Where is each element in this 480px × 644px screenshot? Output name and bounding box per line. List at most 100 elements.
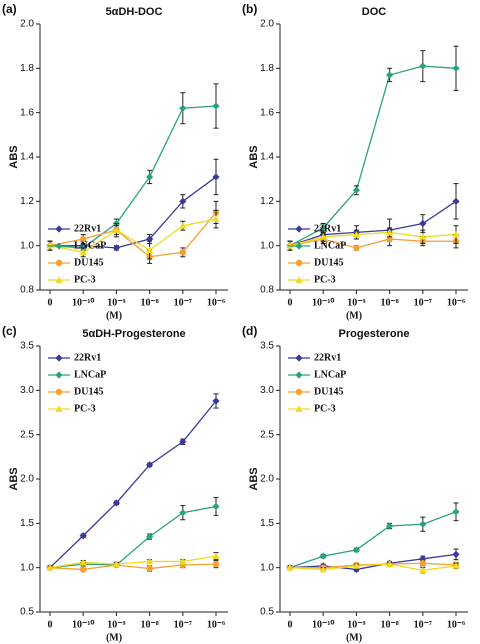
legend-label: LNCaP [314, 240, 346, 251]
x-tick-label: 10⁻⁸ [140, 297, 158, 308]
y-tick-label: 1.4 [20, 152, 34, 163]
series-line [289, 553, 457, 571]
marker [452, 562, 460, 569]
marker [55, 276, 63, 283]
series-line [49, 563, 217, 571]
marker [452, 64, 460, 72]
x-axis-label: (M) [346, 310, 362, 321]
y-tick-label: 1.0 [20, 562, 34, 573]
marker [55, 242, 63, 250]
y-tick-label: 1.8 [20, 63, 34, 74]
marker [386, 235, 393, 243]
marker [179, 222, 187, 229]
y-tick-label: 3.0 [20, 385, 34, 396]
marker [295, 276, 303, 283]
legend-label: PC-3 [74, 403, 96, 414]
marker [79, 248, 87, 256]
x-tick-label: 10⁻⁶ [207, 619, 225, 630]
marker [352, 230, 360, 238]
y-tick-label: 1.0 [260, 240, 274, 251]
chart-title: 5αDH-Progesterone [82, 328, 185, 340]
legend-label: LNCaP [74, 240, 106, 251]
marker [146, 173, 154, 181]
y-tick-label: 1.5 [260, 518, 274, 529]
marker [452, 508, 460, 516]
series-line [49, 400, 217, 569]
y-tick-label: 1.6 [260, 107, 274, 118]
chart-title: DOC [362, 6, 387, 18]
marker [112, 226, 120, 234]
y-axis-label: ABS [248, 145, 260, 168]
marker [319, 233, 327, 240]
marker [46, 564, 54, 571]
marker [146, 557, 154, 565]
marker [419, 566, 427, 574]
marker [386, 560, 394, 567]
marker [419, 560, 426, 567]
x-tick-label: 10⁻¹⁰ [312, 619, 334, 630]
marker [46, 242, 54, 249]
series-line [49, 105, 217, 249]
marker [319, 565, 327, 573]
x-tick-label: 0 [288, 619, 293, 630]
marker [80, 566, 87, 573]
series-line [289, 65, 457, 247]
marker [179, 249, 186, 256]
marker [112, 244, 120, 252]
marker [319, 552, 327, 560]
marker [55, 371, 63, 379]
series-line [289, 231, 457, 247]
legend-label: DU145 [314, 386, 343, 397]
legend-label: DU145 [74, 257, 103, 268]
marker [212, 560, 220, 568]
marker [212, 502, 220, 511]
marker [419, 520, 427, 528]
x-tick-label: 10⁻⁸ [140, 619, 158, 630]
marker [212, 173, 220, 181]
panel: (d) Progesterone ABS 0.5 1.0 1.5 2.0 2.5 3.0 3.5 0… [242, 324, 468, 643]
legend-label: 22Rv1 [74, 223, 101, 234]
marker [295, 259, 303, 267]
x-tick-label: 10⁻¹⁰ [312, 297, 334, 308]
marker [112, 499, 120, 507]
series-line [49, 212, 217, 258]
y-tick-label: 0.5 [260, 607, 274, 618]
marker [212, 215, 220, 222]
legend-label: 22Rv1 [74, 352, 101, 363]
marker [55, 225, 63, 233]
y-tick-label: 1.8 [260, 63, 274, 74]
x-tick-label: 10⁻⁸ [380, 619, 398, 630]
marker [419, 219, 427, 228]
marker [79, 558, 87, 566]
y-tick-label: 2.0 [20, 474, 34, 485]
marker [452, 550, 460, 558]
panel-label: (d) [242, 324, 257, 338]
marker [295, 371, 303, 379]
marker [419, 62, 427, 70]
x-tick-label: 10⁻⁸ [380, 297, 398, 308]
legend-label: DU145 [74, 386, 103, 397]
y-axis-label: ABS [8, 467, 20, 490]
legend-label: PC-3 [314, 403, 336, 414]
series-line [289, 238, 456, 249]
x-tick-label: 10⁻¹⁰ [72, 297, 94, 308]
y-tick-label: 1.0 [20, 240, 34, 251]
marker [419, 233, 427, 240]
x-tick-label: 10⁻⁹ [107, 297, 125, 308]
series-line [50, 176, 217, 249]
marker [295, 225, 303, 233]
x-tick-label: 10⁻⁶ [207, 297, 225, 308]
marker [212, 397, 220, 405]
marker [55, 259, 63, 267]
y-tick-label: 1.6 [20, 107, 34, 118]
series-line [289, 200, 457, 247]
series-line [289, 563, 457, 571]
marker [353, 244, 360, 252]
x-tick-label: 0 [288, 297, 293, 308]
marker [286, 564, 294, 571]
x-tick-label: 10⁻⁷ [414, 619, 432, 630]
marker [55, 354, 63, 362]
x-tick-label: 10⁻⁹ [107, 619, 125, 630]
legend-label: PC-3 [314, 274, 336, 285]
marker [452, 230, 460, 238]
